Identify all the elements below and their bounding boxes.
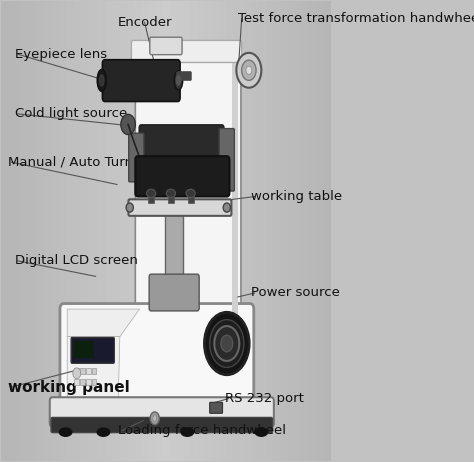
FancyBboxPatch shape: [210, 402, 222, 413]
Bar: [188, 193, 193, 203]
Text: Power source: Power source: [252, 286, 340, 299]
FancyBboxPatch shape: [51, 418, 273, 432]
Text: Eyepiece lens: Eyepiece lens: [15, 48, 107, 61]
FancyBboxPatch shape: [102, 60, 180, 102]
Bar: [92, 368, 97, 374]
Bar: [81, 368, 85, 374]
Text: Loading force handwheel: Loading force handwheel: [118, 424, 286, 437]
Bar: [165, 213, 183, 285]
Circle shape: [221, 335, 233, 352]
Ellipse shape: [223, 203, 230, 212]
Ellipse shape: [100, 75, 104, 86]
Circle shape: [153, 416, 157, 421]
Ellipse shape: [181, 428, 193, 436]
Bar: [168, 193, 174, 203]
Ellipse shape: [59, 428, 72, 436]
Ellipse shape: [255, 428, 268, 436]
Circle shape: [237, 53, 261, 88]
Bar: [74, 368, 79, 374]
Circle shape: [246, 66, 252, 74]
Ellipse shape: [97, 428, 109, 436]
Bar: [74, 379, 79, 385]
FancyBboxPatch shape: [149, 274, 199, 311]
Text: Encoder: Encoder: [117, 16, 172, 29]
Ellipse shape: [146, 189, 156, 197]
Circle shape: [121, 115, 135, 134]
Ellipse shape: [186, 189, 195, 197]
Circle shape: [73, 368, 81, 379]
FancyBboxPatch shape: [74, 341, 93, 358]
Circle shape: [242, 60, 256, 80]
FancyBboxPatch shape: [139, 125, 224, 163]
Bar: [86, 368, 91, 374]
FancyBboxPatch shape: [129, 133, 144, 182]
Text: Test force transformation handwheel: Test force transformation handwheel: [238, 12, 474, 25]
Text: RS 232 port: RS 232 port: [225, 392, 304, 405]
FancyBboxPatch shape: [71, 338, 114, 363]
FancyBboxPatch shape: [177, 72, 191, 80]
FancyBboxPatch shape: [135, 41, 241, 368]
Circle shape: [210, 320, 244, 367]
Ellipse shape: [126, 203, 133, 212]
Text: working table: working table: [252, 190, 343, 203]
Polygon shape: [67, 337, 120, 401]
FancyBboxPatch shape: [219, 128, 234, 191]
Text: working panel: working panel: [8, 380, 130, 395]
Circle shape: [214, 326, 239, 361]
Circle shape: [150, 412, 159, 425]
Bar: [92, 379, 97, 385]
Polygon shape: [67, 309, 140, 337]
Ellipse shape: [166, 189, 175, 197]
FancyBboxPatch shape: [60, 304, 254, 407]
FancyBboxPatch shape: [150, 37, 182, 55]
Ellipse shape: [176, 75, 181, 85]
Text: Cold light source: Cold light source: [15, 107, 127, 121]
Bar: [86, 379, 91, 385]
FancyBboxPatch shape: [135, 156, 229, 196]
Bar: [232, 47, 237, 359]
Circle shape: [204, 312, 249, 375]
FancyBboxPatch shape: [131, 40, 242, 62]
Ellipse shape: [174, 71, 182, 90]
Text: Manual / Auto Turret: Manual / Auto Turret: [8, 156, 143, 169]
Bar: [148, 193, 154, 203]
FancyBboxPatch shape: [128, 199, 231, 216]
Bar: [81, 379, 85, 385]
Text: Digital LCD screen: Digital LCD screen: [15, 255, 137, 267]
Ellipse shape: [97, 69, 106, 91]
FancyBboxPatch shape: [50, 397, 274, 426]
